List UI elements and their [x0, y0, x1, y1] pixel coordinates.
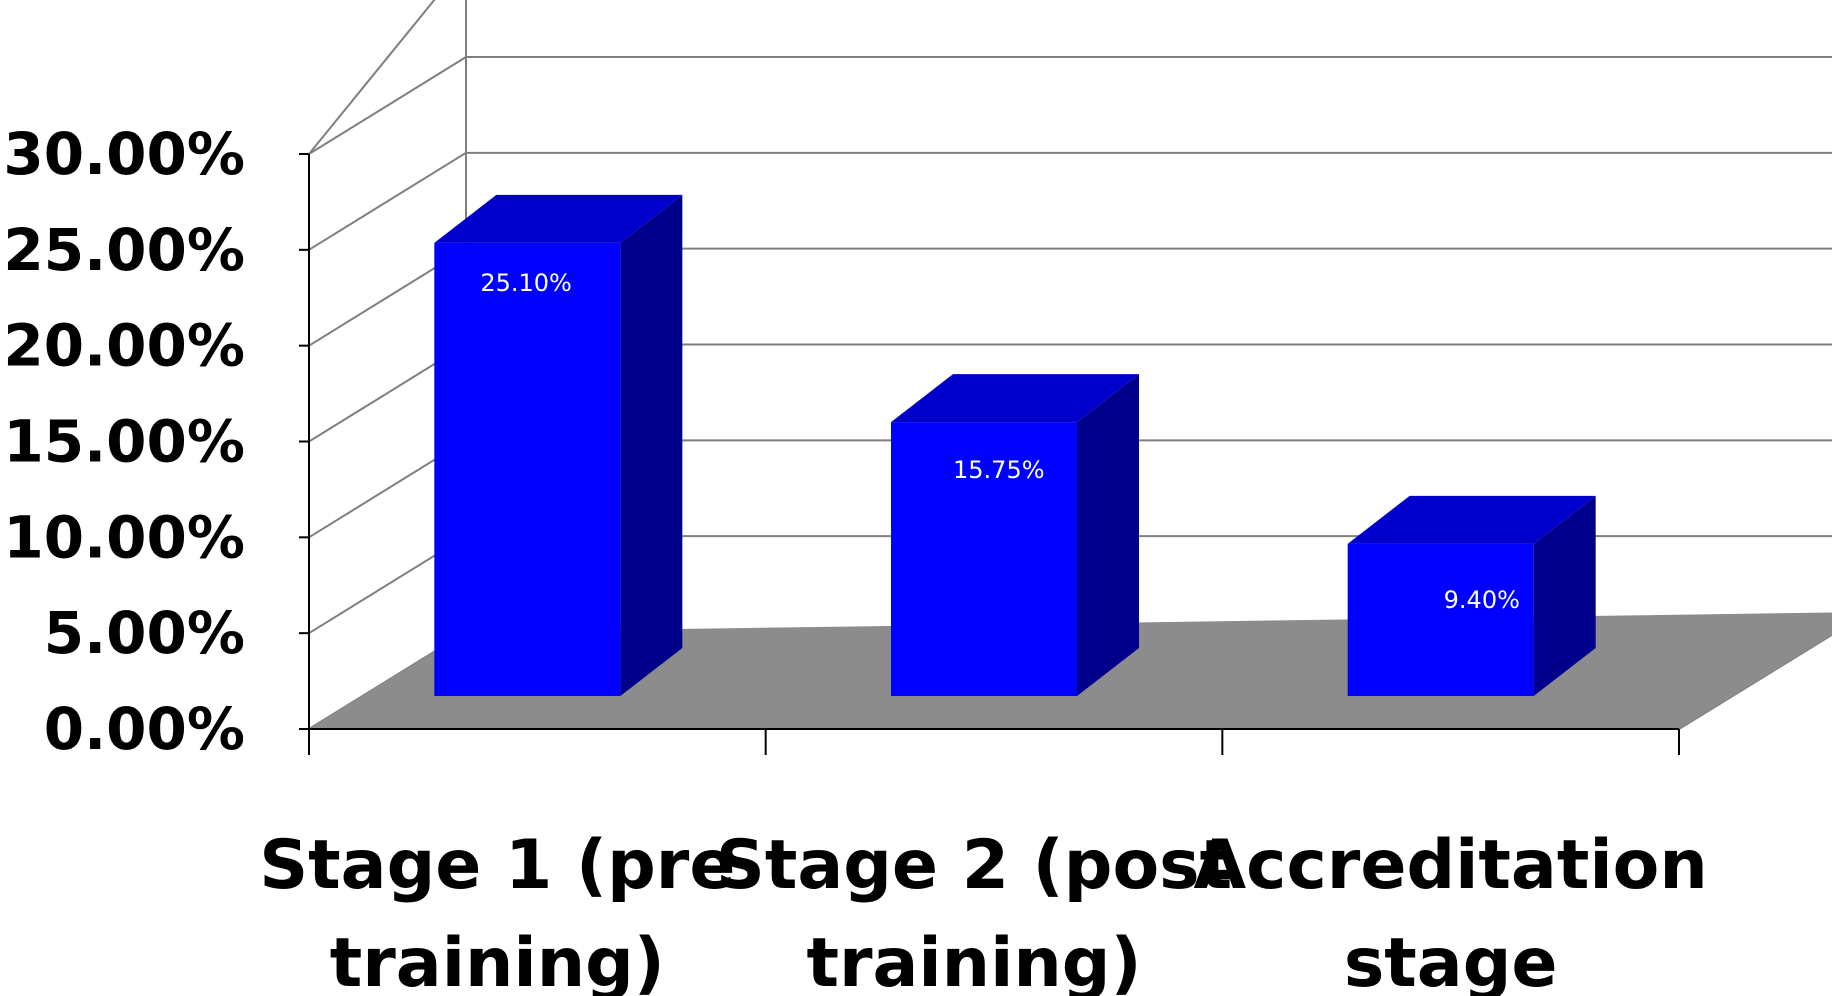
bar-front-face [434, 242, 621, 696]
bar-front-face [891, 422, 1077, 696]
bar: 25.10% [434, 194, 683, 696]
bar-side-face [1077, 374, 1139, 696]
chart-walls [308, 0, 1832, 730]
bar-top-face [434, 194, 683, 243]
data-label: 9.40% [1444, 586, 1520, 614]
bar-series: 25.10% 15.75% 9.40% [434, 194, 1596, 696]
data-label: 25.10% [480, 269, 572, 297]
y-tick-label: 25.00% [3, 216, 245, 284]
y-tick-label: 30.00% [3, 120, 245, 188]
wall-side-top-edge [308, 0, 436, 155]
x-axis: Stage 1 (pre training)Stage 2 (post traini… [259, 728, 1708, 996]
y-tick-label: 20.00% [3, 312, 245, 380]
y-tick-label: 15.00% [3, 408, 245, 476]
gridline-side [308, 151, 467, 251]
x-category-label: Accreditation stage [1194, 826, 1708, 996]
bar-front-face [1347, 543, 1534, 696]
y-axis: 0.00% 5.00% 10.00% 15.00% 20.00% 25.00% 30.00% [3, 120, 310, 763]
y-tick-label: 0.00% [44, 695, 245, 763]
bar-side-face [1533, 495, 1596, 696]
y-tick-label: 5.00% [44, 599, 245, 667]
x-category-label: Stage 2 (post training) [716, 826, 1232, 996]
x-category-label: Stage 1 (pre training) [259, 826, 735, 996]
bar: 15.75% [891, 374, 1139, 696]
bar-top-face [891, 374, 1139, 423]
y-tick-label: 10.00% [3, 503, 245, 571]
bar-top-face [1347, 495, 1596, 544]
gridline-side [308, 56, 467, 155]
bar-side-face [620, 194, 683, 696]
bar: 9.40% [1347, 495, 1596, 696]
data-label: 15.75% [953, 456, 1045, 484]
